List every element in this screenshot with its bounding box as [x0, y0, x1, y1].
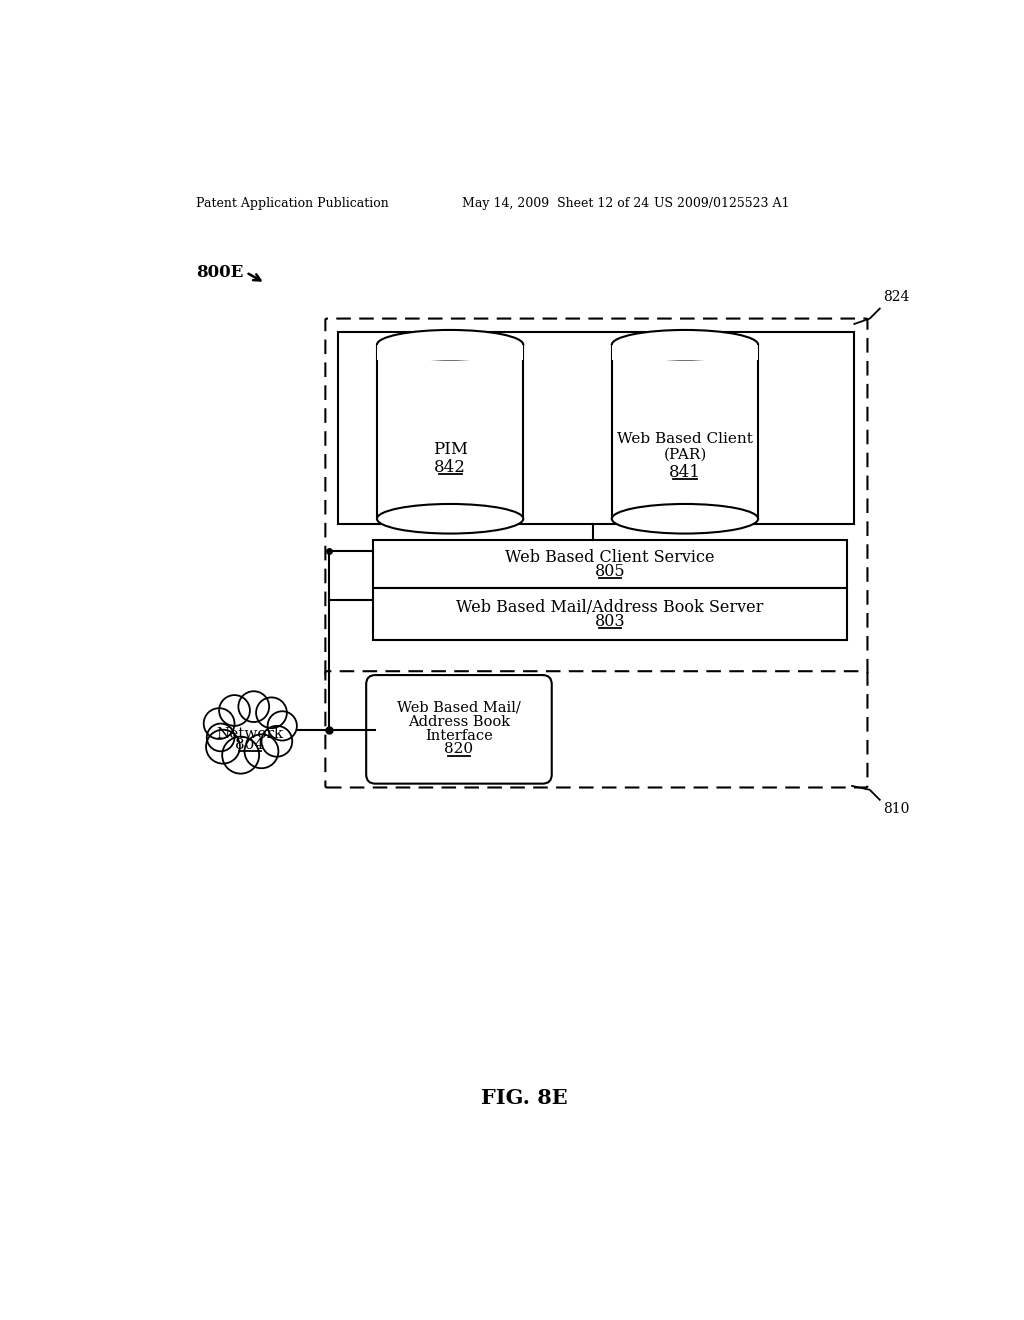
Bar	[339, 331, 854, 524]
Circle shape	[245, 734, 279, 768]
Bar	[373, 540, 847, 589]
Circle shape	[256, 697, 287, 729]
Circle shape	[222, 737, 259, 774]
Circle shape	[267, 711, 297, 741]
Text: 841: 841	[669, 465, 700, 480]
Circle shape	[219, 696, 250, 726]
Circle shape	[206, 730, 240, 763]
Bar	[373, 589, 847, 640]
Text: 820: 820	[444, 742, 473, 756]
Ellipse shape	[377, 504, 523, 533]
Bar	[611, 345, 758, 519]
Bar	[377, 345, 523, 359]
Text: 842: 842	[434, 459, 466, 477]
Text: Address Book: Address Book	[408, 714, 510, 729]
Ellipse shape	[611, 504, 758, 533]
Text: 824: 824	[883, 290, 909, 304]
Ellipse shape	[377, 330, 523, 359]
Circle shape	[261, 726, 292, 756]
Text: FIG. 8E: FIG. 8E	[481, 1088, 568, 1107]
Bar	[611, 345, 758, 359]
Text: Web Based Mail/: Web Based Mail/	[397, 701, 521, 715]
Text: Interface: Interface	[425, 729, 493, 743]
Text: 800E: 800E	[196, 264, 244, 281]
Text: Web Based Mail/Address Book Server: Web Based Mail/Address Book Server	[457, 599, 764, 616]
Circle shape	[207, 723, 234, 751]
FancyBboxPatch shape	[367, 675, 552, 784]
Text: Patent Application Publication: Patent Application Publication	[196, 197, 389, 210]
Text: 803: 803	[595, 612, 626, 630]
Text: May 14, 2009  Sheet 12 of 24: May 14, 2009 Sheet 12 of 24	[462, 197, 649, 210]
Text: US 2009/0125523 A1: US 2009/0125523 A1	[654, 197, 790, 210]
Text: 805: 805	[595, 564, 626, 579]
Text: 804: 804	[236, 738, 264, 752]
Ellipse shape	[611, 330, 758, 359]
Text: PIM: PIM	[432, 441, 468, 458]
Text: 810: 810	[883, 803, 909, 816]
FancyBboxPatch shape	[326, 671, 867, 788]
FancyBboxPatch shape	[326, 318, 867, 684]
Text: Network: Network	[216, 726, 284, 741]
Text: (PAR): (PAR)	[664, 447, 707, 462]
Text: Web Based Client Service: Web Based Client Service	[505, 549, 715, 566]
Circle shape	[204, 708, 234, 739]
Circle shape	[239, 692, 269, 722]
Text: Web Based Client: Web Based Client	[617, 433, 753, 446]
Bar	[377, 345, 523, 519]
